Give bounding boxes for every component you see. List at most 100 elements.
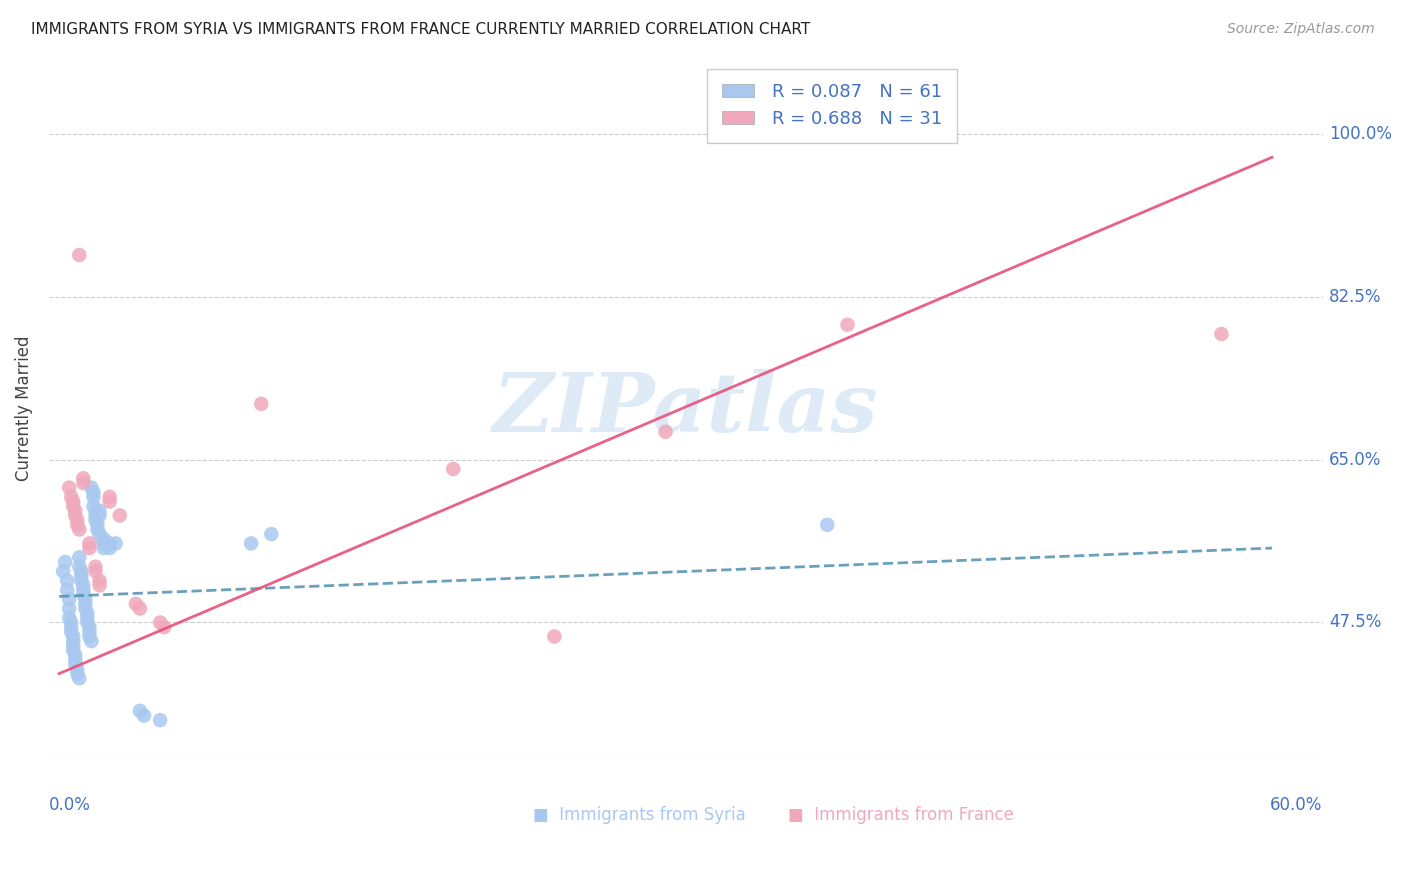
Point: [75, 601, 97, 615]
Point: [62, 643, 84, 657]
Point: [65, 657, 87, 672]
Text: ZIPatlas: ZIPatlas: [494, 368, 879, 449]
Point: [149, 615, 172, 630]
Point: [86, 517, 108, 532]
Point: [79, 620, 101, 634]
Point: [837, 318, 859, 332]
Point: [58, 611, 80, 625]
Point: [441, 462, 464, 476]
Point: [98, 541, 121, 555]
Point: [250, 397, 273, 411]
Point: [70, 574, 93, 588]
Text: 82.5%: 82.5%: [1329, 288, 1382, 306]
Point: [98, 490, 121, 504]
Point: [93, 541, 115, 555]
Point: [72, 588, 94, 602]
Text: 47.5%: 47.5%: [1329, 614, 1381, 632]
Point: [72, 582, 94, 597]
Text: 0.0%: 0.0%: [49, 796, 91, 814]
Point: [65, 508, 87, 523]
Point: [79, 630, 101, 644]
Point: [84, 564, 107, 578]
Point: [58, 481, 80, 495]
Point: [67, 550, 90, 565]
Point: [129, 601, 152, 615]
Point: [65, 504, 87, 518]
Point: [93, 532, 115, 546]
Point: [56, 582, 79, 597]
Point: [132, 708, 155, 723]
Point: [70, 569, 93, 583]
Point: [62, 499, 84, 513]
Point: [53, 555, 76, 569]
Point: [153, 620, 176, 634]
Text: 100.0%: 100.0%: [1329, 125, 1392, 143]
Point: [149, 713, 172, 727]
Point: [98, 494, 121, 508]
Point: [67, 523, 90, 537]
Point: [84, 508, 107, 523]
Legend: R = 0.087   N = 61, R = 0.688   N = 31: R = 0.087 N = 61, R = 0.688 N = 31: [707, 69, 957, 143]
Point: [75, 592, 97, 607]
Point: [93, 536, 115, 550]
Point: [79, 536, 101, 550]
Point: [70, 564, 93, 578]
Text: Source: ZipAtlas.com: Source: ZipAtlas.com: [1227, 22, 1375, 37]
Point: [72, 471, 94, 485]
Point: [79, 541, 101, 555]
Point: [82, 490, 104, 504]
Point: [82, 499, 104, 513]
Point: [67, 248, 90, 262]
Point: [84, 513, 107, 527]
Point: [79, 624, 101, 639]
Text: 65.0%: 65.0%: [1329, 450, 1381, 468]
Text: ■  Immigrants from Syria: ■ Immigrants from Syria: [533, 806, 745, 824]
Point: [108, 508, 131, 523]
Point: [58, 601, 80, 615]
Y-axis label: Currently Married: Currently Married: [15, 335, 32, 482]
Point: [76, 611, 98, 625]
Point: [1211, 327, 1233, 342]
Point: [67, 559, 90, 574]
Point: [72, 475, 94, 490]
Point: [56, 574, 79, 588]
Point: [62, 634, 84, 648]
Point: [84, 559, 107, 574]
Point: [125, 597, 148, 611]
Point: [76, 606, 98, 620]
Point: [104, 536, 127, 550]
Point: [75, 597, 97, 611]
Point: [80, 481, 103, 495]
Point: [89, 527, 111, 541]
Point: [543, 630, 565, 644]
Point: [60, 490, 83, 504]
Point: [62, 639, 84, 653]
Point: [654, 425, 676, 439]
Point: [98, 536, 121, 550]
Text: IMMIGRANTS FROM SYRIA VS IMMIGRANTS FROM FRANCE CURRENTLY MARRIED CORRELATION CH: IMMIGRANTS FROM SYRIA VS IMMIGRANTS FROM…: [31, 22, 810, 37]
Text: 60.0%: 60.0%: [1270, 796, 1323, 814]
Point: [72, 578, 94, 592]
Point: [76, 615, 98, 630]
Point: [65, 653, 87, 667]
Point: [815, 517, 838, 532]
Point: [67, 671, 90, 685]
Point: [89, 578, 111, 592]
Text: ■  Immigrants from France: ■ Immigrants from France: [787, 806, 1014, 824]
Point: [89, 504, 111, 518]
Point: [62, 630, 84, 644]
Point: [86, 523, 108, 537]
Point: [60, 620, 83, 634]
Point: [66, 513, 89, 527]
Point: [60, 624, 83, 639]
Point: [80, 634, 103, 648]
Point: [89, 508, 111, 523]
Point: [240, 536, 263, 550]
Point: [84, 504, 107, 518]
Point: [58, 592, 80, 607]
Point: [82, 485, 104, 500]
Point: [89, 574, 111, 588]
Point: [60, 615, 83, 630]
Point: [260, 527, 283, 541]
Point: [66, 662, 89, 676]
